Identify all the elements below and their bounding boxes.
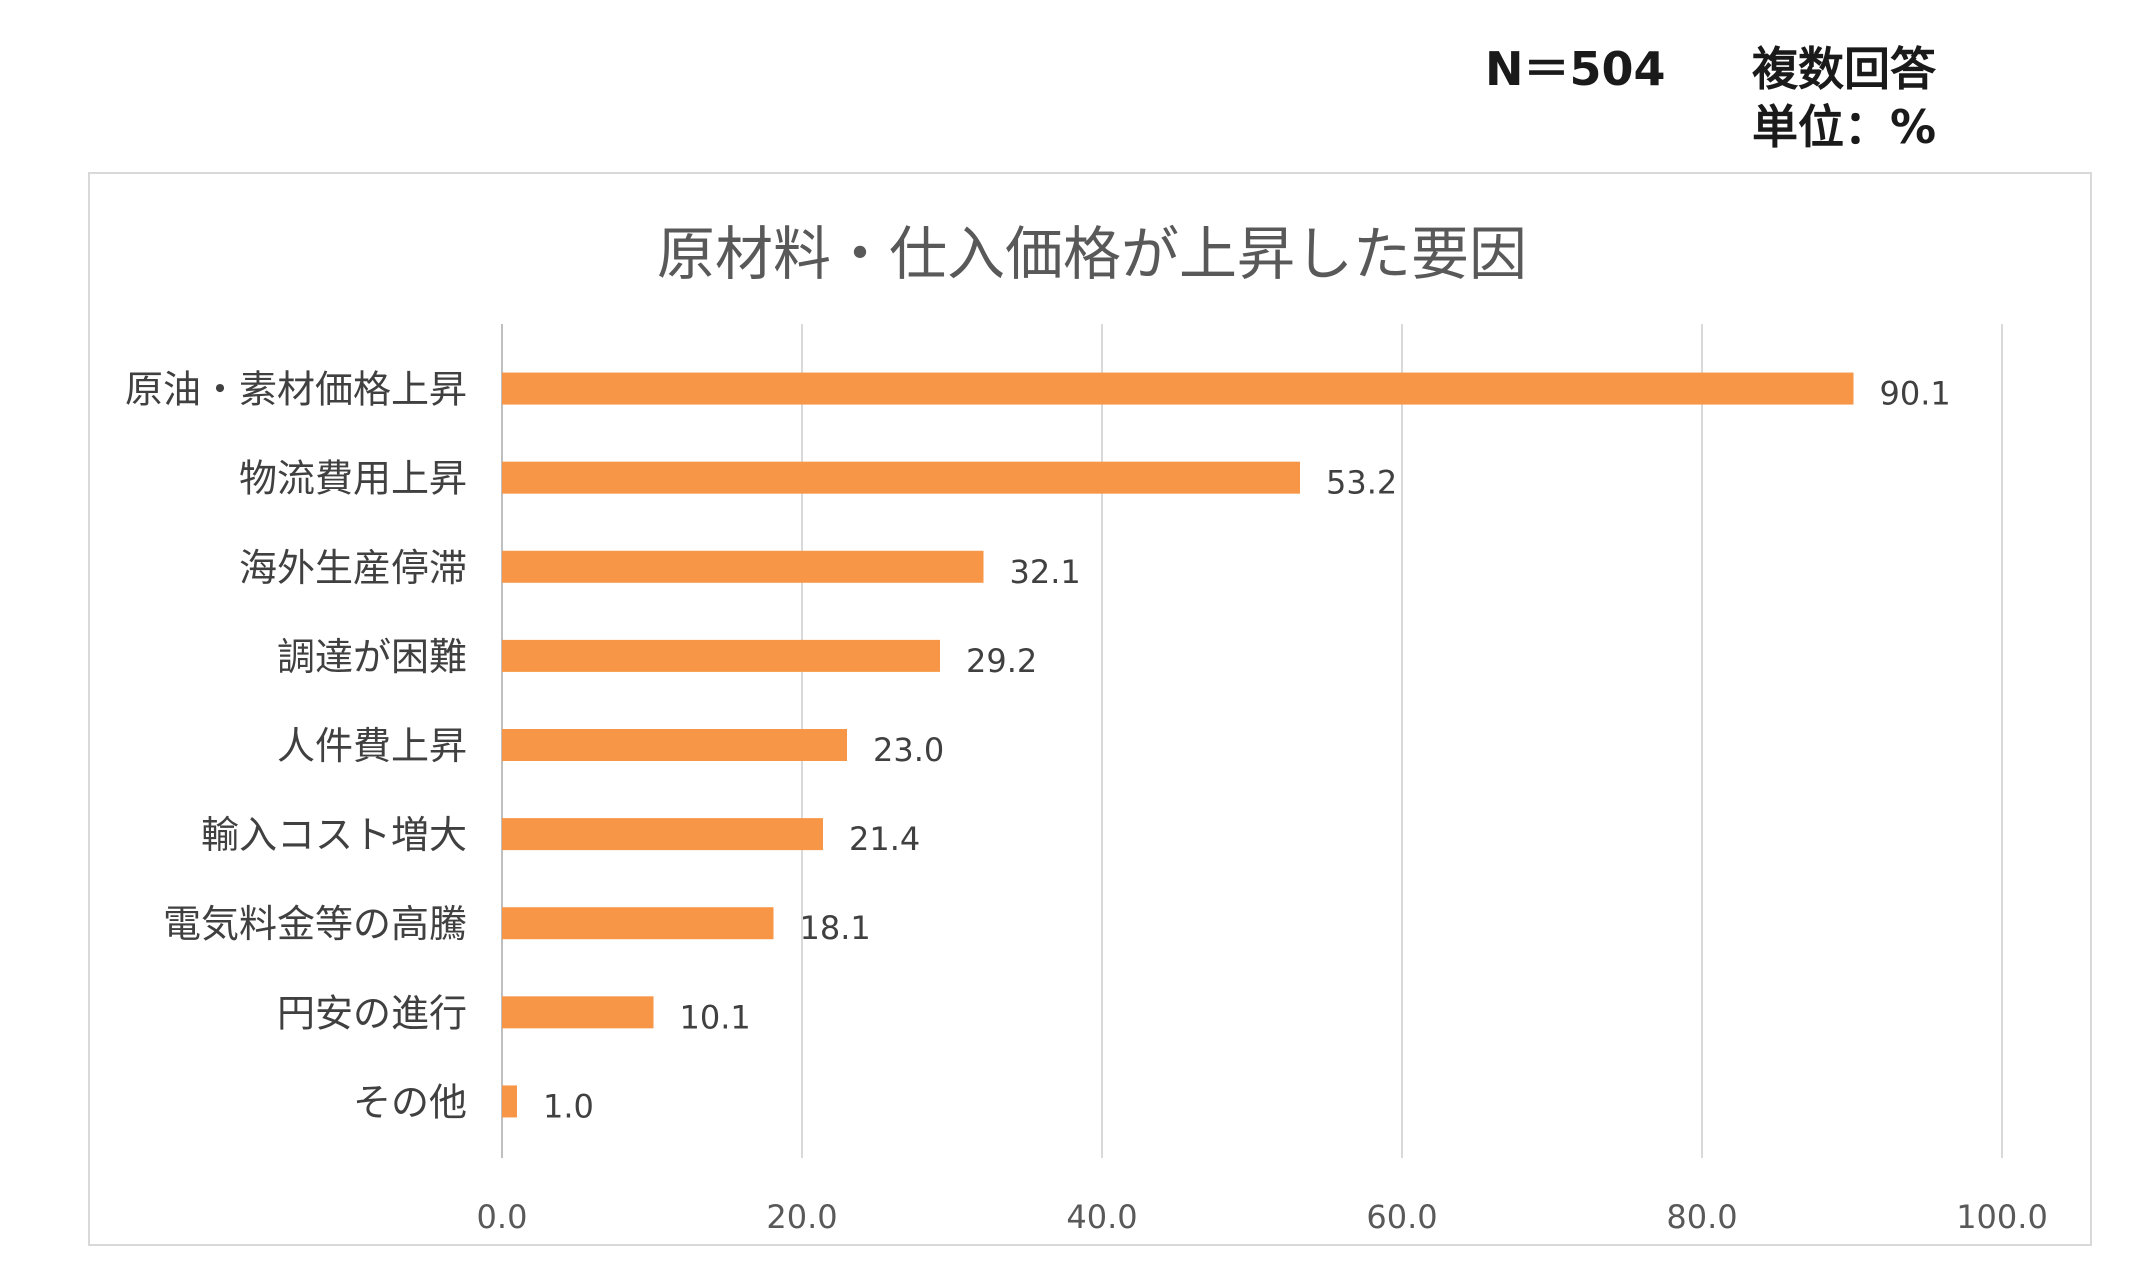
bar (502, 461, 1300, 494)
x-tick-label: 0.0 (477, 1198, 528, 1236)
x-tick-label: 80.0 (1666, 1198, 1737, 1236)
data-label: 29.2 (966, 642, 1037, 680)
category-label: 原油・素材価格上昇 (125, 368, 467, 412)
x-tick-label: 100.0 (1956, 1198, 2048, 1236)
bar (502, 996, 654, 1029)
unit-note: 単位：% (1752, 100, 1937, 154)
category-label: その他 (353, 1080, 467, 1124)
data-label: 90.1 (1880, 375, 1951, 413)
bar (502, 372, 1854, 405)
data-label: 32.1 (1010, 553, 1081, 591)
bar-chart: 原材料・仕入価格が上昇した要因 0.0 20.0 40.0 60.0 80.0 100.0… (125, 220, 2048, 1236)
bar (502, 1085, 517, 1118)
data-label: 10.1 (680, 998, 751, 1036)
data-label: 18.1 (800, 909, 871, 947)
category-label: 人件費上昇 (277, 724, 467, 768)
chart-title: 原材料・仕入価格が上昇した要因 (657, 220, 1527, 288)
data-label: 53.2 (1326, 464, 1397, 502)
category-label: 輸入コスト増大 (201, 813, 467, 857)
x-tick-label: 40.0 (1066, 1198, 1137, 1236)
multiple-answer-note: 複数回答 (1752, 42, 1936, 96)
category-label: 物流費用上昇 (239, 457, 467, 501)
data-label: 1.0 (543, 1087, 594, 1125)
bar (502, 818, 823, 851)
bar (502, 907, 774, 940)
bar (502, 639, 940, 672)
category-label: 海外生産停滞 (239, 546, 467, 590)
bar (502, 729, 847, 761)
sample-size-note: N＝504 (1485, 42, 1666, 96)
x-tick-label: 20.0 (766, 1198, 837, 1236)
data-label: 23.0 (873, 731, 944, 769)
data-label: 21.4 (849, 820, 920, 858)
chart-area: 原材料・仕入価格が上昇した要因 0.0 20.0 40.0 60.0 80.0 100.0… (88, 172, 2092, 1246)
bar (502, 550, 984, 583)
category-label: 円安の進行 (277, 991, 467, 1035)
x-tick-label: 60.0 (1366, 1198, 1437, 1236)
category-label: 電気料金等の高騰 (163, 902, 467, 946)
category-label: 調達が困難 (277, 635, 467, 679)
